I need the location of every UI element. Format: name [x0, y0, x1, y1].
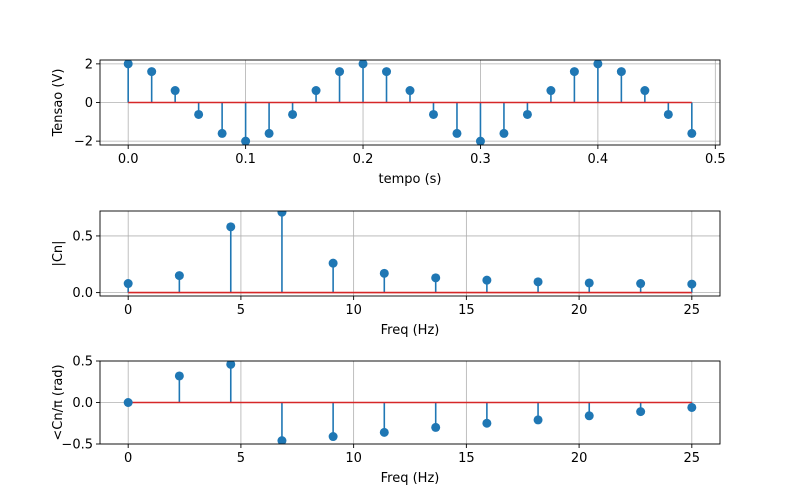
x-tick-label: 0.0: [118, 152, 139, 167]
stem-marker: [546, 86, 556, 96]
stem-marker: [431, 273, 441, 283]
x-tick-label: 0: [124, 451, 132, 466]
stem-marker: [522, 109, 532, 119]
y-tick-label: −2: [74, 135, 93, 150]
x-tick-label: 5: [237, 303, 245, 318]
x-tick-label: 0.3: [470, 152, 491, 167]
stem-marker: [170, 86, 180, 96]
stem-marker: [687, 402, 697, 412]
stem-marker: [123, 279, 133, 289]
stem-marker: [328, 258, 338, 268]
subplot-2: 0 5 10 15 20 25 0.0 0.5 Freq (Hz) |Cn|: [51, 210, 721, 338]
stem-marker: [277, 436, 287, 444]
stem-marker: [335, 67, 345, 77]
stem-marker: [616, 67, 626, 77]
x-tick-label: 5: [237, 451, 245, 466]
y-tick-label: −0.5: [61, 438, 93, 453]
stem-marker: [311, 86, 321, 96]
stem-marker: [593, 60, 603, 69]
stem-marker: [241, 136, 251, 145]
y-tick-label: 0.5: [72, 355, 93, 370]
stem-marker: [499, 128, 509, 138]
y-tick-label: 0.0: [72, 286, 93, 301]
x-axis-label: Freq (Hz): [381, 471, 440, 486]
stem-marker: [584, 278, 594, 288]
stem-marker: [358, 60, 368, 69]
y-tick-label: 0: [85, 96, 93, 111]
stem-marker: [431, 422, 441, 432]
stem-marker: [636, 407, 646, 417]
stem-marker: [482, 275, 492, 285]
stem-marker: [123, 60, 133, 69]
stem-marker: [328, 432, 338, 442]
x-tick-label: 0.5: [705, 152, 726, 167]
stem-marker: [584, 411, 594, 421]
x-tick-label: 10: [345, 451, 362, 466]
stem-marker: [147, 67, 157, 77]
stem-marker: [636, 279, 646, 289]
axes-frame: [99, 210, 721, 297]
stem-marker: [533, 415, 543, 425]
x-tick-label: 0: [124, 303, 132, 318]
y-tick-label: 0.0: [72, 396, 93, 411]
y-axis-label: Tensao (V): [51, 69, 66, 138]
stem-marker: [217, 128, 227, 138]
stem-marker: [533, 277, 543, 287]
stem-marker: [428, 109, 438, 119]
stem-marker: [687, 128, 697, 138]
stem-marker: [663, 109, 673, 119]
stem-marker: [379, 268, 389, 278]
y-tick-label: 0.5: [72, 229, 93, 244]
stem-marker: [382, 67, 392, 77]
stem-marker: [174, 271, 184, 281]
stem-marker: [123, 398, 133, 407]
stem-marker: [475, 136, 485, 145]
stem-marker: [174, 371, 184, 381]
stem-marker: [640, 86, 650, 96]
stem-marker: [226, 361, 236, 369]
x-tick-label: 20: [571, 451, 588, 466]
x-tick-label: 20: [571, 303, 588, 318]
x-tick-label: 0.2: [353, 152, 374, 167]
x-axis-label: tempo (s): [378, 172, 441, 187]
plot-area: [123, 211, 697, 294]
x-tick-label: 0.4: [588, 152, 609, 167]
plot-area: [123, 361, 697, 444]
x-tick-label: 25: [684, 451, 701, 466]
stem-marker: [264, 128, 274, 138]
stem-marker: [569, 67, 579, 77]
y-tick-label: 2: [85, 57, 93, 72]
y-axis-label: |Cn|: [51, 240, 66, 266]
plot-area: [123, 60, 697, 145]
y-axis-label: <Cn/π (rad): [51, 364, 66, 440]
stem-marker: [226, 222, 236, 232]
stem-marker: [405, 86, 415, 96]
subplot-1: 0.0 0.1 0.2 0.3 0.4 0.5 −2 0 2 tempo (s) Tensao (V…: [51, 57, 726, 187]
stem-marker: [277, 211, 287, 217]
x-axis-label: Freq (Hz): [381, 323, 440, 338]
stem-marker: [687, 279, 697, 289]
stem-marker: [482, 418, 492, 428]
x-tick-label: 25: [684, 303, 701, 318]
x-tick-label: 10: [345, 303, 362, 318]
x-tick-label: 0.1: [235, 152, 256, 167]
stem-marker: [452, 128, 462, 138]
stem-marker: [194, 109, 204, 119]
stem-marker: [288, 109, 298, 119]
subplot-3: 0 5 10 15 20 25 −0.5 0.0 0.5 Freq (Hz) <Cn/π (rad): [51, 355, 721, 486]
x-tick-label: 15: [458, 303, 475, 318]
x-tick-label: 15: [458, 451, 475, 466]
stem-marker: [379, 427, 389, 437]
